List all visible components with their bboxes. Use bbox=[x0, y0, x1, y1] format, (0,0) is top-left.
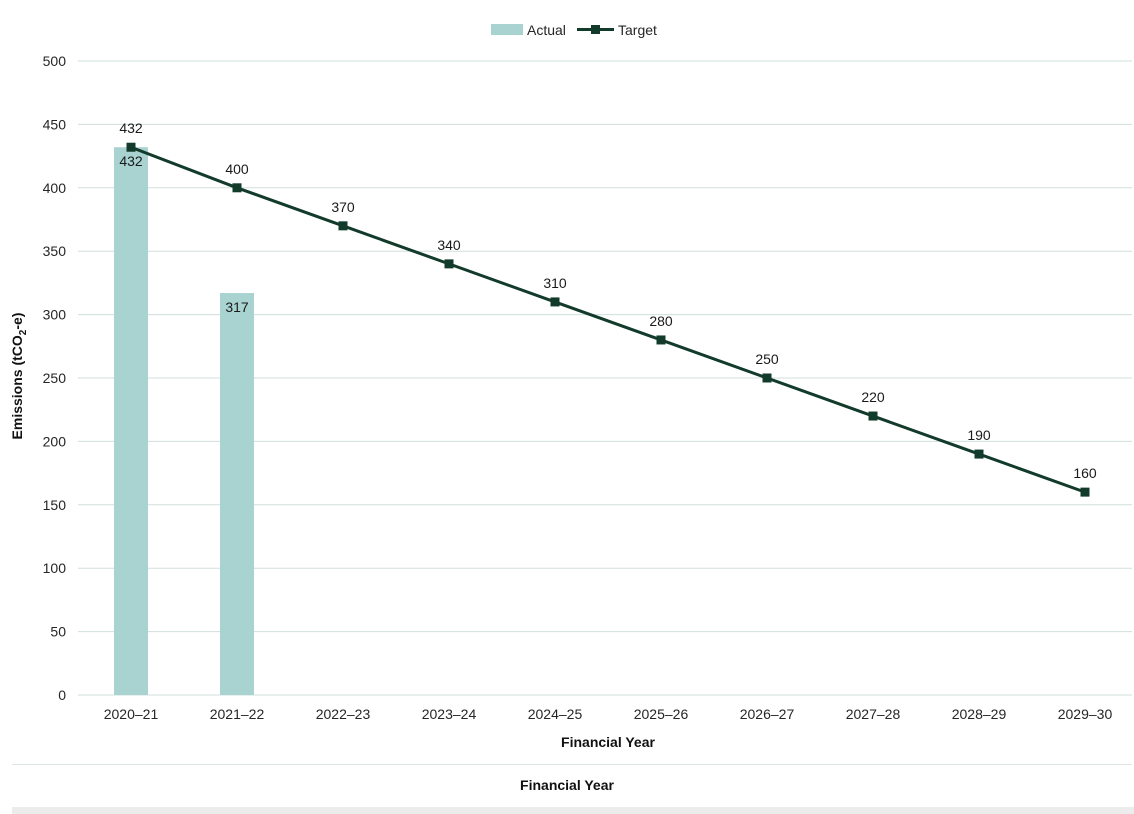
target-marker bbox=[338, 221, 348, 231]
target-marker bbox=[656, 335, 666, 345]
target-marker bbox=[868, 411, 878, 421]
data-label-target: 220 bbox=[861, 389, 885, 405]
target-marker bbox=[1080, 487, 1090, 497]
bar-actual bbox=[114, 147, 148, 695]
x-tick-label: 2022–23 bbox=[316, 706, 371, 722]
data-label-target: 400 bbox=[225, 161, 249, 177]
target-marker bbox=[974, 449, 984, 459]
y-axis-title-end: -e) bbox=[9, 313, 25, 330]
x-tick-label: 2029–30 bbox=[1058, 706, 1113, 722]
x-axis-title: Financial Year bbox=[561, 734, 655, 750]
line-series-target bbox=[126, 142, 1090, 497]
y-tick-label: 0 bbox=[58, 687, 66, 703]
x-tick-label: 2023–24 bbox=[422, 706, 477, 722]
y-tick-label: 150 bbox=[43, 497, 67, 513]
y-axis-title-subscript: 2 bbox=[18, 329, 29, 335]
data-label-target: 370 bbox=[331, 199, 355, 215]
footer-axis-title: Financial Year bbox=[520, 777, 614, 793]
footer-divider bbox=[12, 764, 1132, 765]
y-tick-label: 400 bbox=[43, 180, 67, 196]
y-tick-label: 100 bbox=[43, 560, 67, 576]
y-axis-title: Emissions (tCO2-e) bbox=[9, 313, 29, 440]
footer-strip bbox=[12, 807, 1134, 814]
target-marker bbox=[550, 297, 560, 307]
x-axis-ticks: 2020–21 2021–22 2022–23 2023–24 2024–25 2025–… bbox=[104, 706, 1113, 722]
y-tick-label: 450 bbox=[43, 116, 67, 132]
data-labels: 432 317 432 400 370 340 310 280 250 220 190 160 bbox=[119, 120, 1097, 481]
x-tick-label: 2028–29 bbox=[952, 706, 1007, 722]
y-tick-label: 300 bbox=[43, 307, 67, 323]
y-tick-label: 350 bbox=[43, 243, 67, 259]
data-label-actual: 432 bbox=[119, 153, 143, 169]
x-tick-label: 2021–22 bbox=[210, 706, 265, 722]
data-label-target: 340 bbox=[437, 237, 461, 253]
x-tick-label: 2024–25 bbox=[528, 706, 583, 722]
legend-swatch-actual bbox=[491, 24, 523, 35]
data-label-actual: 317 bbox=[225, 299, 249, 315]
y-tick-label: 500 bbox=[43, 53, 67, 69]
data-label-target: 250 bbox=[755, 351, 779, 367]
target-marker bbox=[762, 373, 772, 383]
y-tick-label: 250 bbox=[43, 370, 67, 386]
target-line bbox=[130, 145, 1086, 494]
x-tick-label: 2026–27 bbox=[740, 706, 795, 722]
target-marker bbox=[232, 183, 242, 193]
x-tick-label: 2027–28 bbox=[846, 706, 901, 722]
data-label-target: 190 bbox=[967, 427, 991, 443]
data-label-target: 280 bbox=[649, 313, 673, 329]
y-tick-label: 200 bbox=[43, 433, 67, 449]
data-label-target: 310 bbox=[543, 275, 567, 291]
x-tick-label: 2020–21 bbox=[104, 706, 159, 722]
target-marker bbox=[126, 142, 136, 152]
x-tick-label: 2025–26 bbox=[634, 706, 689, 722]
target-marker bbox=[444, 259, 454, 269]
data-label-target: 160 bbox=[1073, 465, 1097, 481]
bar-actual bbox=[220, 293, 254, 695]
y-axis-title-main: Emissions (tCO bbox=[9, 335, 25, 439]
legend-label-target: Target bbox=[618, 22, 657, 38]
data-label-target: 432 bbox=[119, 120, 143, 136]
legend-swatch-target-marker bbox=[591, 25, 600, 34]
legend-label-actual: Actual bbox=[527, 22, 566, 38]
y-tick-label: 50 bbox=[50, 624, 66, 640]
y-axis-ticks: 0 50 100 150 200 250 300 350 400 450 500 bbox=[43, 53, 67, 703]
bar-series-actual bbox=[114, 147, 254, 695]
legend: Actual Target bbox=[491, 22, 657, 38]
